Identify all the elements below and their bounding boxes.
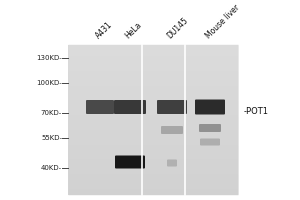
FancyBboxPatch shape <box>157 100 187 114</box>
Text: 100KD-: 100KD- <box>36 80 62 86</box>
Text: Mouse liver: Mouse liver <box>204 3 241 40</box>
FancyBboxPatch shape <box>114 100 146 114</box>
Text: A431: A431 <box>94 20 114 40</box>
Text: -POT1: -POT1 <box>244 108 269 116</box>
Text: HeLa: HeLa <box>124 20 144 40</box>
FancyBboxPatch shape <box>161 126 183 134</box>
Text: 40KD-: 40KD- <box>41 165 62 171</box>
Text: 55KD-: 55KD- <box>41 135 62 141</box>
FancyBboxPatch shape <box>115 156 145 168</box>
Text: 130KD-: 130KD- <box>36 55 62 61</box>
FancyBboxPatch shape <box>200 138 220 146</box>
Text: 70KD-: 70KD- <box>41 110 62 116</box>
FancyBboxPatch shape <box>199 124 221 132</box>
FancyBboxPatch shape <box>195 99 225 114</box>
FancyBboxPatch shape <box>167 160 177 166</box>
Bar <box>68 45 238 195</box>
Text: DU145: DU145 <box>166 15 190 40</box>
FancyBboxPatch shape <box>86 100 114 114</box>
